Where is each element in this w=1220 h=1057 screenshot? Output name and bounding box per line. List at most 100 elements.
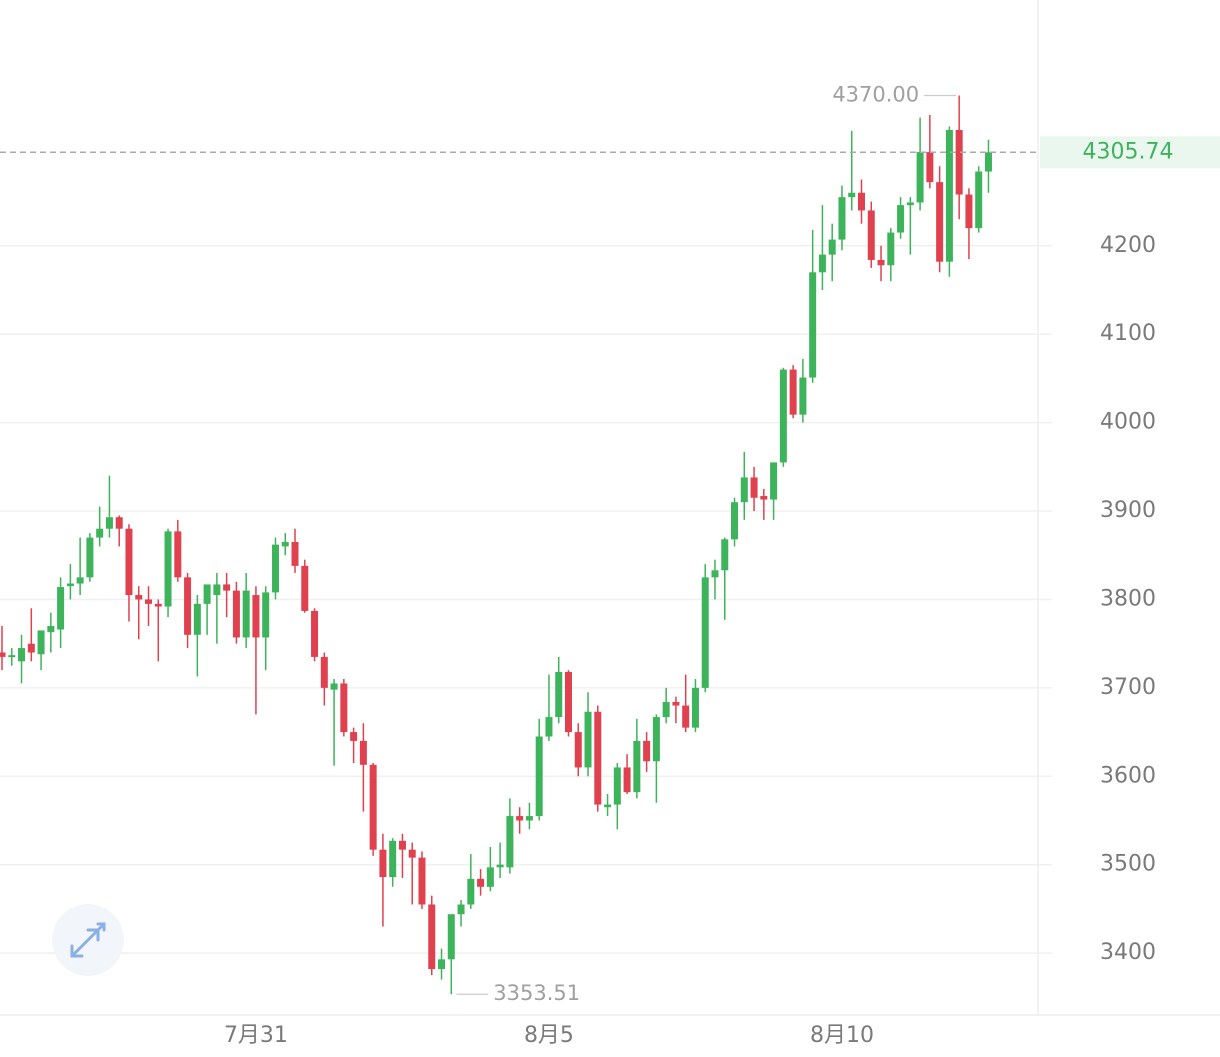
- candle-body: [252, 595, 260, 638]
- y-tick-label: 4100: [1100, 321, 1156, 346]
- y-tick-label: 3600: [1100, 763, 1156, 788]
- candle-body: [799, 377, 807, 415]
- expand-button[interactable]: [52, 904, 124, 976]
- candle-body: [389, 840, 397, 878]
- candle-body: [291, 541, 299, 566]
- candle-body: [711, 570, 719, 578]
- candle-body: [193, 603, 201, 635]
- candle-body: [359, 740, 367, 765]
- candle-body: [564, 671, 572, 733]
- candle-body: [223, 584, 231, 591]
- candle-body: [945, 129, 953, 262]
- candle-body: [916, 152, 924, 203]
- candle-body: [18, 648, 26, 662]
- candle-body: [174, 531, 182, 578]
- candle-body: [662, 702, 670, 718]
- candle-body: [584, 711, 592, 768]
- candle-body: [818, 254, 826, 273]
- candle-body: [760, 496, 768, 500]
- y-tick-label: 4200: [1100, 233, 1156, 258]
- last-price-label: 4305.74: [1083, 139, 1174, 164]
- candle-body: [271, 544, 279, 593]
- candle-body: [936, 182, 944, 262]
- candle-body: [857, 192, 865, 211]
- candle-body: [184, 577, 192, 635]
- candle-body: [0, 652, 6, 657]
- candle-body: [311, 610, 319, 657]
- candle-body: [37, 630, 45, 655]
- y-tick-label: 4000: [1100, 410, 1156, 435]
- candle-body: [516, 816, 524, 821]
- candle-body: [731, 502, 739, 540]
- candle-body: [379, 849, 387, 878]
- candle-body: [457, 904, 465, 915]
- candle-body: [213, 584, 221, 596]
- y-tick-label: 3400: [1100, 940, 1156, 965]
- candle-body: [350, 732, 358, 741]
- candle-body: [105, 517, 113, 529]
- candle-body: [8, 655, 16, 658]
- candle-body: [418, 857, 426, 905]
- candle-body: [789, 369, 797, 415]
- candle-body: [232, 590, 240, 638]
- candle-body: [906, 202, 914, 206]
- candle-body: [750, 477, 758, 498]
- candle-body: [467, 878, 475, 905]
- candle-body: [145, 599, 153, 604]
- candle-body: [975, 171, 983, 229]
- y-tick-label: 3800: [1100, 586, 1156, 611]
- candle-body: [604, 804, 612, 808]
- candle-body: [330, 683, 338, 690]
- candle-body: [535, 736, 543, 817]
- candle-body: [154, 603, 162, 607]
- candle-body: [740, 477, 748, 503]
- max-annotation: 4370.00: [832, 82, 919, 106]
- candle-body: [770, 462, 778, 500]
- candle-body: [574, 732, 582, 768]
- candle-body: [594, 711, 602, 805]
- candle-body: [652, 717, 660, 762]
- candle-body: [623, 767, 631, 793]
- candle-body: [555, 671, 563, 718]
- candle-body: [438, 959, 446, 970]
- candle-body: [643, 740, 651, 762]
- candle-body: [135, 595, 143, 600]
- candle-body: [887, 232, 895, 266]
- candle-body: [496, 864, 504, 868]
- candle-body: [57, 587, 65, 630]
- candle-body: [76, 577, 84, 584]
- x-tick-label: 8月5: [524, 1023, 574, 1048]
- candle-body: [965, 194, 973, 229]
- candle-body: [86, 537, 94, 578]
- candle-body: [340, 683, 348, 733]
- candle-body: [447, 914, 455, 960]
- candle-body: [125, 528, 133, 596]
- candle-body: [613, 767, 621, 805]
- candle-body: [721, 539, 729, 571]
- candle-body: [262, 592, 270, 638]
- candle-body: [281, 541, 289, 547]
- y-tick-label: 3500: [1100, 852, 1156, 877]
- y-tick-label: 3700: [1100, 675, 1156, 700]
- y-tick-label: 3900: [1100, 498, 1156, 523]
- candle-body: [701, 577, 709, 688]
- candle-body: [486, 867, 494, 887]
- candle-body: [897, 205, 905, 233]
- candle-body: [838, 197, 846, 240]
- candle-body: [203, 584, 211, 604]
- candle-body: [672, 702, 680, 706]
- candle-body: [955, 129, 963, 195]
- candle-body: [477, 878, 485, 887]
- candle-body: [926, 152, 934, 183]
- candle-body: [984, 152, 992, 172]
- candle-body: [115, 517, 123, 529]
- last-price-bg: [1040, 136, 1220, 169]
- candle-body: [47, 625, 55, 633]
- candle-body: [828, 239, 836, 255]
- candle-body: [525, 816, 533, 821]
- candle-body: [398, 840, 406, 850]
- candle-body: [242, 590, 250, 638]
- candle-body: [848, 192, 856, 198]
- candle-body: [27, 643, 35, 653]
